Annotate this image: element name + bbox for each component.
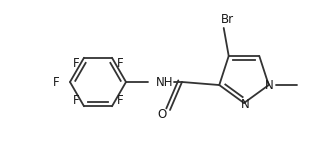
Text: N: N bbox=[265, 79, 274, 91]
Text: F: F bbox=[117, 94, 123, 107]
Text: F: F bbox=[53, 76, 59, 88]
Text: N: N bbox=[241, 97, 249, 110]
Text: NH: NH bbox=[156, 76, 173, 88]
Text: F: F bbox=[117, 57, 123, 70]
Text: O: O bbox=[157, 107, 167, 121]
Text: F: F bbox=[73, 94, 79, 107]
Text: Br: Br bbox=[221, 13, 234, 27]
Text: F: F bbox=[73, 57, 79, 70]
